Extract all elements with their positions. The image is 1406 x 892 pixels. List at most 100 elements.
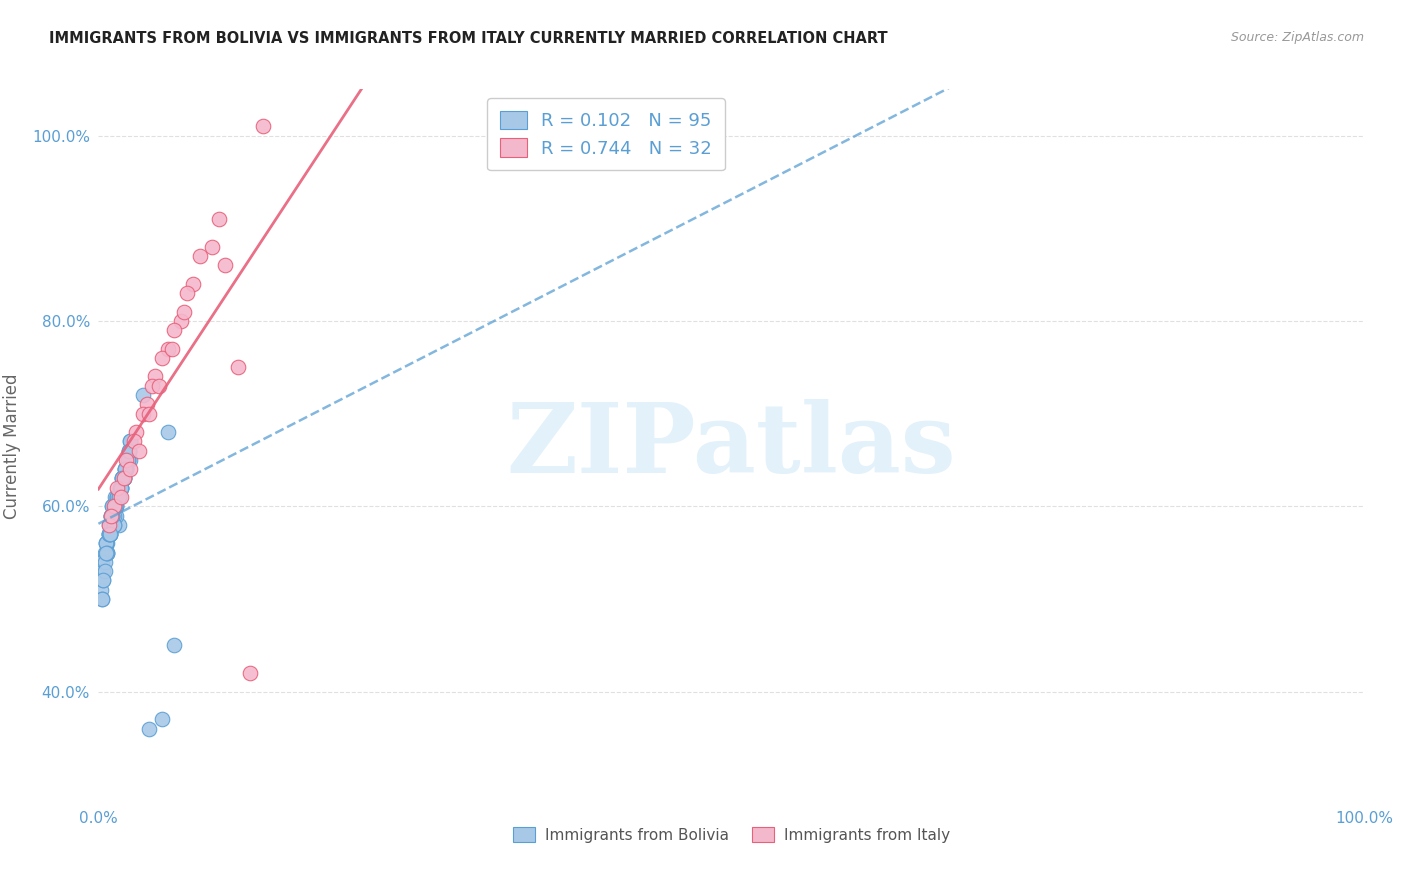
Point [138,407,160,421]
Point [111,471,134,485]
Point [108,481,131,495]
Point [163,323,186,337]
Point [150,351,173,365]
Point [120,462,141,476]
Point [98,527,121,541]
Point [103,517,125,532]
Point [135,397,157,411]
Point [103,500,125,514]
Point [157,425,180,439]
Point [104,500,127,514]
Point [115,453,138,467]
Point [93,564,115,578]
Point [201,240,224,254]
Point [93,555,117,569]
Point [110,481,132,495]
Point [97,527,120,541]
Point [91,555,114,569]
Point [98,527,121,541]
Point [94,536,117,550]
Point [101,508,124,523]
Point [239,666,262,681]
Point [111,471,134,485]
Point [107,490,129,504]
Point [96,536,118,550]
Point [117,453,139,467]
Point [208,211,231,226]
Point [101,508,124,523]
Legend: Immigrants from Bolivia, Immigrants from Italy: Immigrants from Bolivia, Immigrants from… [506,821,956,848]
Point [107,490,129,504]
Y-axis label: Currently Married: Currently Married [3,373,21,519]
Point [98,527,121,541]
Point [169,314,191,328]
Point [122,434,145,449]
Point [94,536,117,550]
Point [107,481,129,495]
Point [98,527,121,541]
Point [97,517,120,532]
Point [117,453,139,467]
Point [105,500,128,514]
Point [120,434,141,449]
Point [214,258,236,272]
Point [128,443,150,458]
Text: ZIPatlas: ZIPatlas [506,399,956,493]
Point [110,481,132,495]
Point [141,378,163,392]
Point [110,481,132,495]
Point [104,500,127,514]
Point [105,500,128,514]
Point [188,249,211,263]
Point [112,471,135,485]
Point [108,481,131,495]
Point [101,508,124,523]
Point [107,517,129,532]
Point [93,574,115,588]
Point [104,490,127,504]
Point [105,500,128,514]
Point [93,545,117,559]
Point [226,360,249,375]
Point [111,471,134,485]
Point [114,462,136,476]
Point [100,508,122,523]
Point [112,471,135,485]
Point [91,591,114,606]
Text: Source: ZipAtlas.com: Source: ZipAtlas.com [1230,31,1364,45]
Point [252,120,274,134]
Point [107,490,129,504]
Point [101,500,124,514]
Point [132,407,155,421]
Point [100,508,122,523]
Text: IMMIGRANTS FROM BOLIVIA VS IMMIGRANTS FROM ITALY CURRENTLY MARRIED CORRELATION C: IMMIGRANTS FROM BOLIVIA VS IMMIGRANTS FR… [49,31,887,46]
Point [100,508,122,523]
Point [176,286,198,301]
Point [138,722,160,736]
Point [108,481,131,495]
Point [94,536,117,550]
Point [97,527,120,541]
Point [112,471,135,485]
Point [107,490,129,504]
Point [93,564,117,578]
Point [120,434,141,449]
Point [100,508,122,523]
Point [97,527,120,541]
Point [100,508,122,523]
Point [150,712,173,726]
Point [96,545,118,559]
Point [118,443,141,458]
Point [104,500,127,514]
Point [183,277,205,291]
Point [110,490,132,504]
Point [114,462,136,476]
Point [103,500,125,514]
Point [103,517,125,532]
Point [112,471,135,485]
Point [145,369,166,384]
Point [148,378,170,392]
Point [118,443,141,458]
Point [118,443,141,458]
Point [157,342,180,356]
